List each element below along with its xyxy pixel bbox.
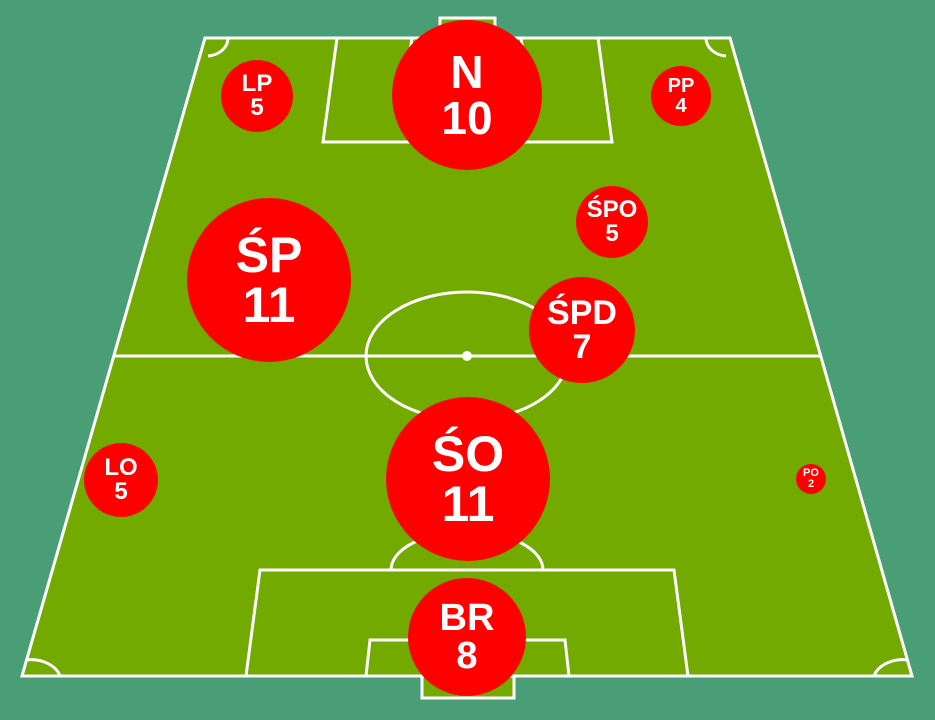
- bubble-br-count: 8: [456, 635, 478, 677]
- bubble-spd-count: 7: [572, 328, 592, 366]
- bubble-spo-label: ŚPO: [586, 196, 638, 223]
- bubble-spo: ŚPO 5: [576, 186, 648, 258]
- bubble-po: PO 2: [796, 464, 826, 494]
- bubble-lp-label: LP: [241, 70, 273, 97]
- bubble-lo-label: LO: [104, 454, 138, 481]
- bubble-lo-count: 5: [114, 478, 128, 505]
- bubble-n-label: N: [450, 46, 484, 98]
- pitch-boundary: [20, 36, 914, 678]
- bubble-sp-label: ŚP: [235, 227, 303, 283]
- bubble-pp-count: 4: [675, 95, 687, 117]
- bubble-br: BR 8: [408, 578, 526, 696]
- bubble-po-count: 2: [807, 478, 815, 490]
- bubble-so-label: ŚO: [431, 426, 505, 482]
- bottom-penalty-box: [244, 568, 690, 677]
- corner-arc-bottom-left: [25, 658, 62, 677]
- bubble-br-label: BR: [439, 597, 495, 639]
- bubble-so-count: 11: [441, 476, 495, 532]
- bubble-lp: LP 5: [221, 60, 293, 132]
- corner-arc-top-left: [207, 37, 230, 58]
- bubble-pp: PP 4: [651, 66, 711, 126]
- corner-arc-top-right: [704, 37, 727, 58]
- bubble-spo-count: 5: [605, 220, 619, 247]
- bubble-pp-label: PP: [667, 75, 695, 97]
- bubble-sp: ŚP 11: [187, 198, 351, 362]
- bubble-po-label: PO: [803, 467, 819, 479]
- bubble-lo: LO 5: [84, 443, 158, 517]
- bubble-sp-count: 11: [242, 277, 296, 333]
- bubble-spd: ŚPD 7: [529, 277, 635, 383]
- bubble-n: N 10: [392, 20, 542, 170]
- bubble-lp-count: 5: [250, 94, 264, 121]
- corner-arc-bottom-right: [872, 658, 909, 677]
- center-spot: [462, 351, 472, 361]
- bubble-spd-label: ŚPD: [547, 294, 617, 332]
- bubble-so: ŚO 11: [386, 397, 550, 561]
- bubble-n-count: 10: [441, 92, 493, 144]
